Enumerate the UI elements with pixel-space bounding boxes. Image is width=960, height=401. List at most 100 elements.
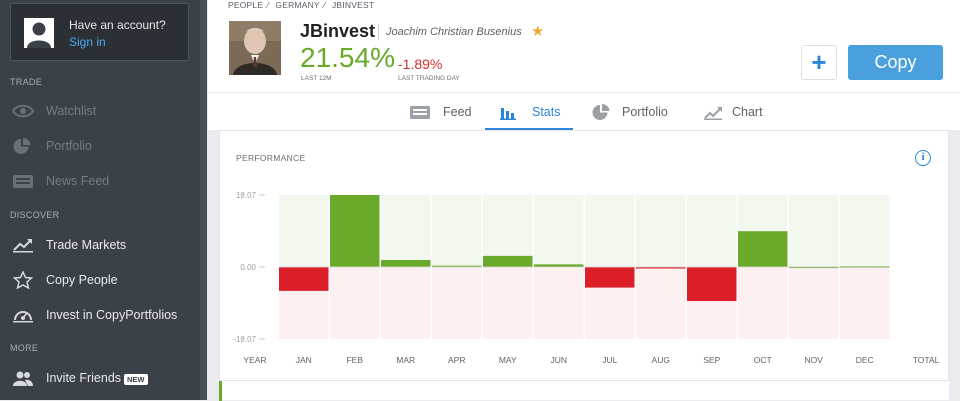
bar-oct [738, 231, 788, 267]
positive-zone-bg [534, 195, 584, 267]
breadcrumb-country[interactable]: GERMANY [275, 0, 320, 10]
negative-zone-bg [483, 267, 533, 339]
y-tick-label: 0.00 [240, 263, 256, 272]
bar-apr [432, 265, 482, 268]
line-chart-icon [704, 107, 722, 120]
sidebar-item-watchlist[interactable]: Watchlist [0, 96, 200, 126]
pie-chart-icon [12, 137, 34, 155]
sign-in-link[interactable]: Sign in [69, 35, 106, 49]
pie-chart-icon [592, 104, 610, 120]
news-feed-icon [12, 172, 34, 190]
breadcrumb-user: JBINVEST [331, 0, 375, 10]
positive-zone-bg [432, 195, 482, 267]
performance-chart: 18.07 0.00 -18.07 JAN FEB MAR APR MAY JUN JUL AUG S… [233, 191, 940, 365]
info-icon[interactable]: i [915, 150, 931, 166]
breadcrumb-separator: ⁄ [323, 0, 326, 10]
x-tick-label: AUG [652, 355, 670, 365]
positive-zone-bg [279, 195, 329, 267]
sidebar-section-more: MORE [10, 343, 39, 353]
sidebar-item-label: Invest in CopyPortfolios [46, 308, 178, 322]
sidebar-item-label: Copy People [46, 273, 118, 287]
bar-jan [279, 267, 329, 291]
bar-jul [585, 267, 635, 288]
tab-feed[interactable]: Feed [410, 93, 480, 131]
sidebar-item-invite-friends[interactable]: Invite Friends NEW [0, 363, 200, 393]
star-icon: ★ [531, 23, 545, 40]
tab-stats-label: Stats [532, 105, 561, 119]
sidebar-scrollbar[interactable] [200, 0, 207, 400]
profile-header: PEOPLE ⁄ GERMANY ⁄ JBINVEST JBinvest Joach… [208, 0, 960, 92]
name-divider [378, 24, 379, 40]
profile-photo [229, 21, 281, 75]
tab-feed-label: Feed [443, 105, 472, 119]
performance-title: PERFORMANCE [236, 153, 306, 163]
breadcrumb: PEOPLE ⁄ GERMANY ⁄ JBINVEST [228, 0, 378, 10]
x-tick-label: MAY [499, 355, 517, 365]
bar-mar [381, 260, 431, 267]
people-icon [12, 369, 34, 387]
positive-zone-bg [687, 195, 737, 267]
day-change-label: LAST TRADING DAY [398, 75, 460, 82]
breadcrumb-people[interactable]: PEOPLE [228, 0, 264, 10]
sidebar-item-label: Watchlist [46, 104, 97, 118]
sidebar-item-label: News Feed [46, 174, 110, 188]
negative-zone-bg [330, 267, 380, 339]
total-column-label: TOTAL [913, 355, 940, 365]
new-badge: NEW [124, 374, 148, 385]
year-row-indicator [219, 381, 222, 401]
positive-zone-bg [840, 195, 890, 267]
bar-jun [534, 264, 584, 267]
eye-icon [11, 102, 35, 120]
sidebar: Have an account? Sign in TRADE Watchlist P… [0, 0, 207, 400]
active-tab-indicator [485, 128, 573, 131]
tab-stats[interactable]: Stats [500, 93, 570, 131]
sidebar-section-trade: TRADE [10, 77, 43, 87]
positive-zone-bg [585, 195, 635, 267]
sidebar-item-trade-markets[interactable]: Trade Markets [0, 230, 200, 260]
positive-zone-bg [483, 195, 533, 267]
user-avatar-icon [24, 18, 54, 48]
sidebar-item-invest-in-copyportfolios[interactable]: Invest in CopyPortfolios [0, 300, 200, 330]
sidebar-section-discover: DISCOVER [10, 210, 60, 220]
feed-icon [410, 106, 430, 119]
performance-panel: PERFORMANCE i 18.07 0.00 -18.07 JAN FEB MAR AP… [219, 130, 949, 400]
x-tick-label: DEC [856, 355, 874, 365]
year-column-label: YEAR [243, 355, 266, 365]
bar-may [483, 255, 533, 267]
profile-tabs: Feed Stats Portfolio Chart [208, 92, 960, 131]
negative-zone-bg [534, 267, 584, 339]
negative-zone-bg [840, 267, 890, 339]
negative-zone-bg [381, 267, 431, 339]
tab-chart[interactable]: Chart [704, 93, 774, 131]
bar-aug [636, 267, 686, 269]
tab-portfolio[interactable]: Portfolio [592, 93, 682, 131]
day-change-value: -1.89% [398, 56, 443, 72]
sidebar-item-label: Trade Markets [46, 238, 127, 252]
positive-zone-bg [636, 195, 686, 267]
bar-sep [687, 267, 737, 302]
sidebar-item-news-feed[interactable]: News Feed [0, 166, 200, 196]
sidebar-item-label: Invite Friends [46, 371, 122, 385]
sidebar-item-portfolio[interactable]: Portfolio [0, 131, 200, 161]
x-tick-label: JUN [550, 355, 567, 365]
account-box[interactable]: Have an account? Sign in [10, 3, 189, 61]
sidebar-item-label: Portfolio [46, 139, 92, 153]
gain-label: LAST 12M [301, 75, 332, 82]
account-title: Have an account? [69, 18, 166, 32]
add-to-watchlist-button[interactable]: + [801, 45, 837, 80]
year-row [219, 380, 949, 401]
x-tick-label: NOV [805, 355, 824, 365]
sidebar-item-copy-people[interactable]: Copy People [0, 265, 200, 295]
x-tick-label: SEP [703, 355, 720, 365]
x-tick-label: FEB [346, 355, 363, 365]
positive-zone-bg [381, 195, 431, 267]
copyportfolio-icon [12, 306, 34, 324]
gain-value: 21.54% [300, 42, 395, 73]
y-tick-label: -18.07 [233, 335, 256, 344]
x-tick-label: JUL [602, 355, 617, 365]
x-tick-label: OCT [754, 355, 772, 365]
bar-feb [330, 195, 380, 267]
bar-chart-icon [500, 108, 516, 120]
username: JBinvest [300, 21, 376, 41]
copy-button[interactable]: Copy [848, 45, 943, 80]
